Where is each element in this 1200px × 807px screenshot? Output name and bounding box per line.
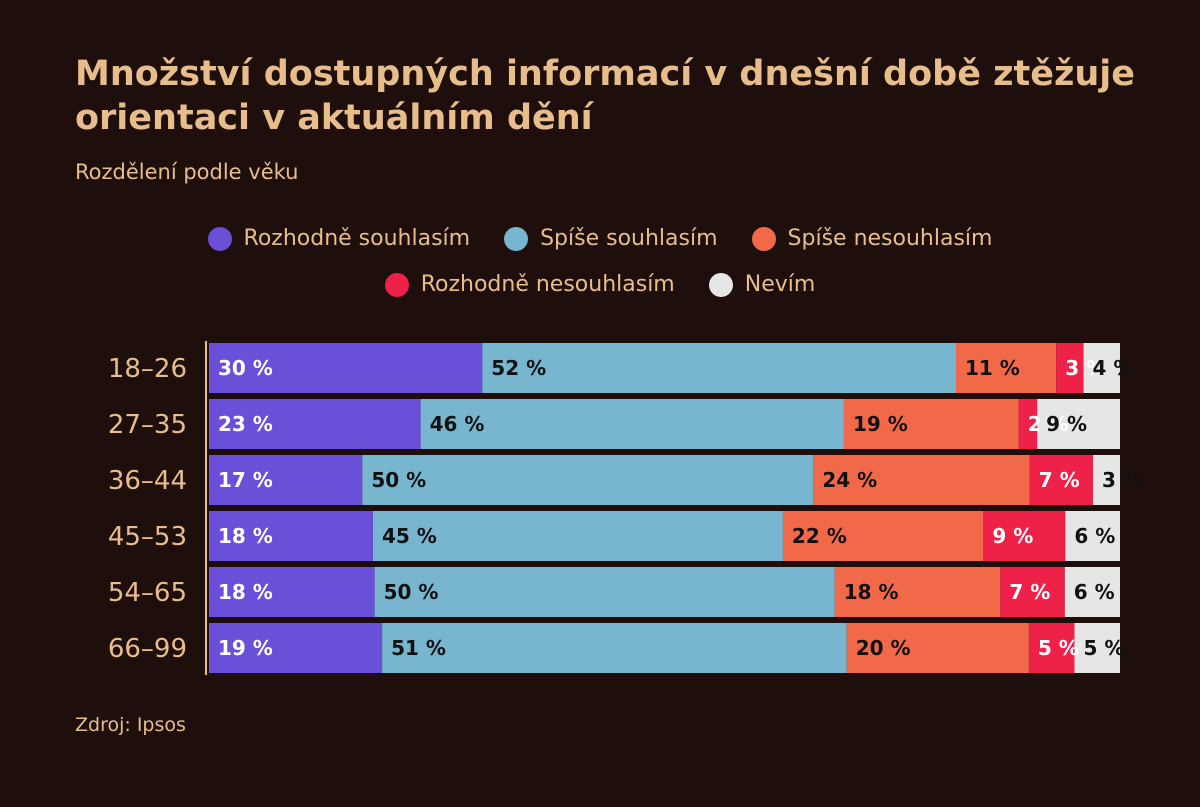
data-label: 51 %: [391, 636, 446, 660]
bar-segment: [209, 343, 483, 393]
bar-segment: [209, 399, 421, 449]
category-label: 66–99: [108, 634, 187, 664]
bar-segment: [1065, 511, 1120, 561]
data-label: 6 %: [1074, 580, 1115, 604]
bar-segment: [372, 511, 783, 561]
data-label: 19 %: [853, 412, 908, 436]
bar-segment: [1083, 343, 1120, 393]
data-label: 3 %: [1065, 356, 1106, 380]
data-label: 19 %: [218, 636, 273, 660]
legend-swatch: [751, 227, 776, 251]
bar-segment: [1092, 455, 1120, 505]
bar-segment: [843, 399, 1019, 449]
data-label: 50 %: [371, 468, 426, 492]
legend-swatch: [384, 273, 409, 297]
category-label: 54–65: [108, 578, 187, 608]
bar-segment: [1029, 455, 1093, 505]
data-label: 23 %: [218, 412, 273, 436]
legend: Rozhodně souhlasím Spíše souhlasím Spíše…: [60, 224, 1140, 300]
bar-segment: [834, 567, 1001, 617]
data-label: 7 %: [1009, 580, 1050, 604]
data-label: 9 %: [1046, 412, 1087, 436]
legend-label: Rozhodně souhlasím: [243, 226, 471, 251]
bar-segment: [209, 623, 383, 673]
category-label: 18–26: [108, 354, 187, 384]
data-label: 5 %: [1038, 636, 1079, 660]
data-label: 24 %: [822, 468, 877, 492]
bar-segment: [1028, 623, 1075, 673]
bar-segment: [420, 399, 844, 449]
data-label: 18 %: [218, 580, 273, 604]
data-label: 45 %: [382, 524, 437, 548]
bar-segment: [209, 455, 363, 505]
chart-subtitle: Rozdělení podle věku: [75, 160, 299, 184]
data-label: 22 %: [792, 524, 847, 548]
bar-segment: [382, 623, 847, 673]
bar-segment: [209, 567, 375, 617]
bar-segment: [374, 567, 835, 617]
legend-label: Spíše souhlasím: [540, 226, 718, 251]
data-label: 46 %: [430, 412, 485, 436]
legend-label: Spíše nesouhlasím: [787, 226, 993, 251]
legend-item: Rozhodně nesouhlasím: [384, 270, 675, 300]
data-label: 9 %: [992, 524, 1033, 548]
data-label: 11 %: [965, 356, 1020, 380]
legend-swatch: [207, 227, 232, 251]
legend-item: Nevím: [708, 270, 816, 300]
legend-item: Spíše nesouhlasím: [751, 224, 993, 254]
data-label: 52 %: [491, 356, 546, 380]
source-note: Zdroj: Ipsos: [75, 714, 186, 736]
bar-segment: [362, 455, 814, 505]
data-label: 6 %: [1074, 524, 1115, 548]
bar-segment: [846, 623, 1029, 673]
category-label: 36–44: [108, 466, 187, 496]
bar-segment: [1056, 343, 1084, 393]
chart-title: Množství dostupných informací v dnešní d…: [75, 54, 1135, 138]
data-label: 30 %: [218, 356, 273, 380]
legend-item: Rozhodně souhlasím: [207, 224, 471, 254]
data-label: 17 %: [218, 468, 273, 492]
data-label: 4 %: [1093, 356, 1134, 380]
data-label: 2 %: [1028, 412, 1069, 436]
bar-segment: [1074, 623, 1120, 673]
bar-segment: [1037, 399, 1120, 449]
bar-segment: [1064, 567, 1120, 617]
data-label: 50 %: [384, 580, 439, 604]
legend-swatch: [504, 227, 529, 251]
bar-segment: [813, 455, 1030, 505]
category-label: 27–35: [108, 410, 187, 440]
bar-segment: [1018, 399, 1038, 449]
legend-item: Spíše souhlasím: [504, 224, 718, 254]
bar-segment: [956, 343, 1057, 393]
data-label: 3 %: [1102, 468, 1143, 492]
data-label: 5 %: [1083, 636, 1124, 660]
legend-label: Nevím: [744, 272, 816, 297]
bar-segment: [482, 343, 957, 393]
bar-segment: [782, 511, 984, 561]
data-label: 18 %: [218, 524, 273, 548]
data-label: 18 %: [844, 580, 899, 604]
data-label: 7 %: [1039, 468, 1080, 492]
bar-segment: [983, 511, 1066, 561]
bar-segment: [209, 511, 373, 561]
legend-swatch: [708, 273, 733, 297]
category-label: 45–53: [108, 522, 187, 552]
bar-segment: [1000, 567, 1065, 617]
legend-label: Rozhodně nesouhlasím: [420, 272, 675, 297]
data-label: 20 %: [856, 636, 911, 660]
